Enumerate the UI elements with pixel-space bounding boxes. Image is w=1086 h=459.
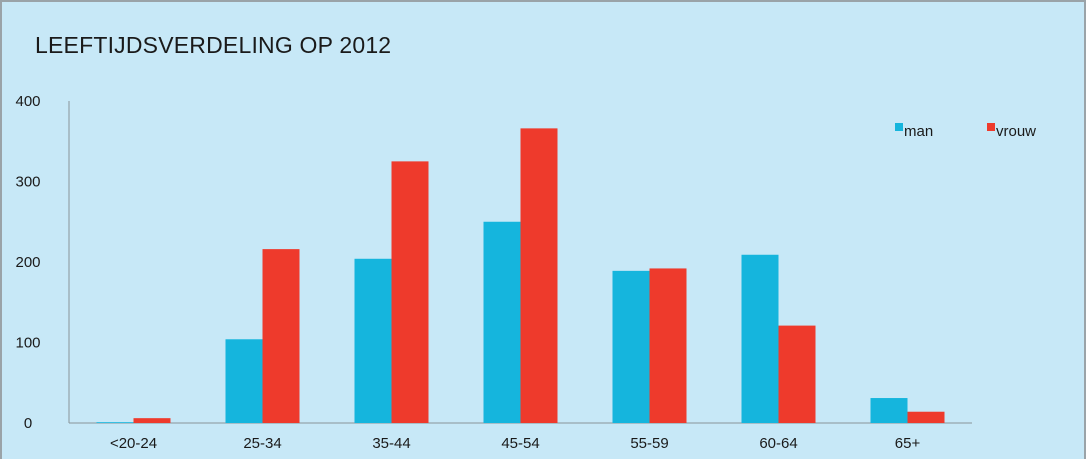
x-tick-label: 55-59 [630,435,668,452]
y-axis-ticks: 0 100 200 300 400 [15,93,40,432]
bar-vrouw-0 [133,418,171,423]
y-tick-label: 200 [15,254,40,271]
bar-man-6 [870,398,908,423]
bar-vrouw-4 [649,268,687,423]
legend: man vrouw [895,123,1036,140]
bar-man-1 [225,339,263,423]
y-tick-label: 300 [15,174,40,191]
legend-label-vrouw: vrouw [996,123,1036,140]
legend-swatch-vrouw [987,123,995,131]
y-tick-label: 0 [24,415,32,432]
bar-vrouw-1 [262,249,300,423]
x-tick-label: 65+ [895,435,921,452]
bar-man-3 [483,221,521,423]
bar-vrouw-6 [907,411,945,423]
x-tick-label: 60-64 [759,435,797,452]
x-tick-label: 25-34 [243,435,281,452]
x-axis-ticks: <20-24 25-34 35-44 45-54 55-59 60-64 65+ [110,435,921,452]
bar-man-5 [741,254,779,423]
bar-vrouw-2 [391,161,429,423]
bar-vrouw-3 [520,128,558,423]
y-tick-label: 100 [15,335,40,352]
x-tick-label: 35-44 [372,435,410,452]
legend-label-man: man [904,123,933,140]
x-tick-label: 45-54 [501,435,539,452]
y-tick-label: 400 [15,93,40,110]
chart-title: LEEFTIJDSVERDELING OP 2012 [35,32,392,58]
bar-man-4 [612,270,650,423]
legend-swatch-man [895,123,903,131]
x-tick-label: <20-24 [110,435,157,452]
bars [96,128,945,423]
bar-vrouw-5 [778,325,816,423]
bar-man-0 [96,422,134,423]
bar-man-2 [354,258,392,423]
